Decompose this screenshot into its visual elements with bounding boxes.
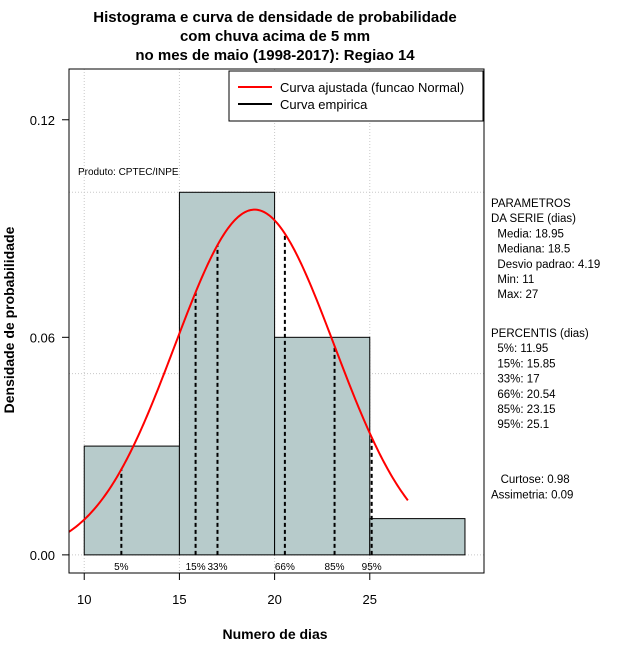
side-params-line-3: Mediana: 18.5: [491, 244, 570, 256]
legend-box: [228, 70, 484, 122]
bar-2: [274, 336, 371, 556]
legend: Curva ajustada (funcao Normal) Curva emp…: [228, 70, 484, 122]
plot-frame: [68, 68, 485, 574]
percentile-label-3: 66%: [275, 562, 295, 573]
x-tick-label-3: 25: [363, 592, 377, 607]
side-pctl-line-6: 95%: 25.1: [491, 419, 549, 431]
side-params-line-1: DA SERIE (dias): [491, 213, 576, 225]
percentis-block: PERCENTIS (dias) 5%: 11.95 15%: 15.85 33…: [491, 328, 589, 431]
product-annotation: Produto: CPTEC/INPE: [78, 167, 179, 178]
title-line-2: com chuva acima de 5 mm: [180, 28, 370, 45]
y-tick-label-1: 0.06: [30, 330, 55, 345]
y-tick-label-0: 0.00: [30, 548, 55, 563]
side-params-line-0: PARAMETROS: [491, 198, 571, 210]
side-pctl-line-2: 15%: 15.85: [491, 358, 556, 370]
side-params-line-4: Desvio padrao: 4.19: [491, 259, 600, 271]
chart-title: Histograma e curva de densidade de proba…: [93, 9, 456, 64]
legend-label-empirica: Curva empirica: [280, 97, 368, 112]
percentile-lines: [120, 233, 373, 555]
stats-block: Curtose: 0.98 Assimetria: 0.09: [491, 474, 573, 502]
side-params-line-5: Min: 11: [491, 274, 534, 286]
x-axis: 10 15 20 25: [77, 573, 377, 607]
side-pctl-line-4: 66%: 20.54: [491, 389, 556, 401]
x-axis-label: Numero de dias: [222, 626, 327, 642]
bar-3: [369, 518, 466, 556]
side-pctl-line-1: 5%: 11.95: [491, 343, 548, 355]
percentile-label-0: 5%: [114, 562, 129, 573]
percentile-label-5: 95%: [362, 562, 382, 573]
x-tick-label-0: 10: [77, 592, 91, 607]
side-stats-line-0: Curtose: 0.98: [491, 474, 570, 486]
legend-label-normal: Curva ajustada (funcao Normal): [280, 80, 464, 95]
side-stats-line-1: Assimetria: 0.09: [491, 490, 573, 502]
y-tick-label-2: 0.12: [30, 113, 55, 128]
percentile-label-4: 85%: [325, 562, 345, 573]
side-params-line-6: Max: 27: [491, 289, 538, 301]
side-pctl-line-3: 33%: 17: [491, 374, 540, 386]
percentile-label-1: 15%: [186, 562, 206, 573]
y-axis-label: Densidade de probabilidade: [1, 226, 17, 413]
x-tick-label-2: 20: [267, 592, 281, 607]
percentile-label-2: 33%: [207, 562, 227, 573]
title-line-3: no mes de maio (1998-2017): Regiao 14: [135, 47, 415, 64]
percentile-labels: 5% 15% 33% 66% 85% 95%: [114, 562, 382, 573]
histogram-bars: [83, 191, 466, 556]
side-pctl-line-5: 85%: 23.15: [491, 404, 556, 416]
normal-curve: [68, 208, 409, 533]
side-params-line-2: Media: 18.95: [491, 228, 564, 240]
title-line-1: Histograma e curva de densidade de proba…: [93, 9, 456, 26]
bar-0: [83, 445, 180, 556]
side-pctl-line-0: PERCENTIS (dias): [491, 328, 589, 340]
parameters-block: PARAMETROS DA SERIE (dias) Media: 18.95 M…: [491, 198, 600, 301]
y-axis: 0.00 0.06 0.12: [30, 113, 69, 563]
x-tick-label-1: 15: [172, 592, 186, 607]
bar-1: [178, 191, 276, 556]
